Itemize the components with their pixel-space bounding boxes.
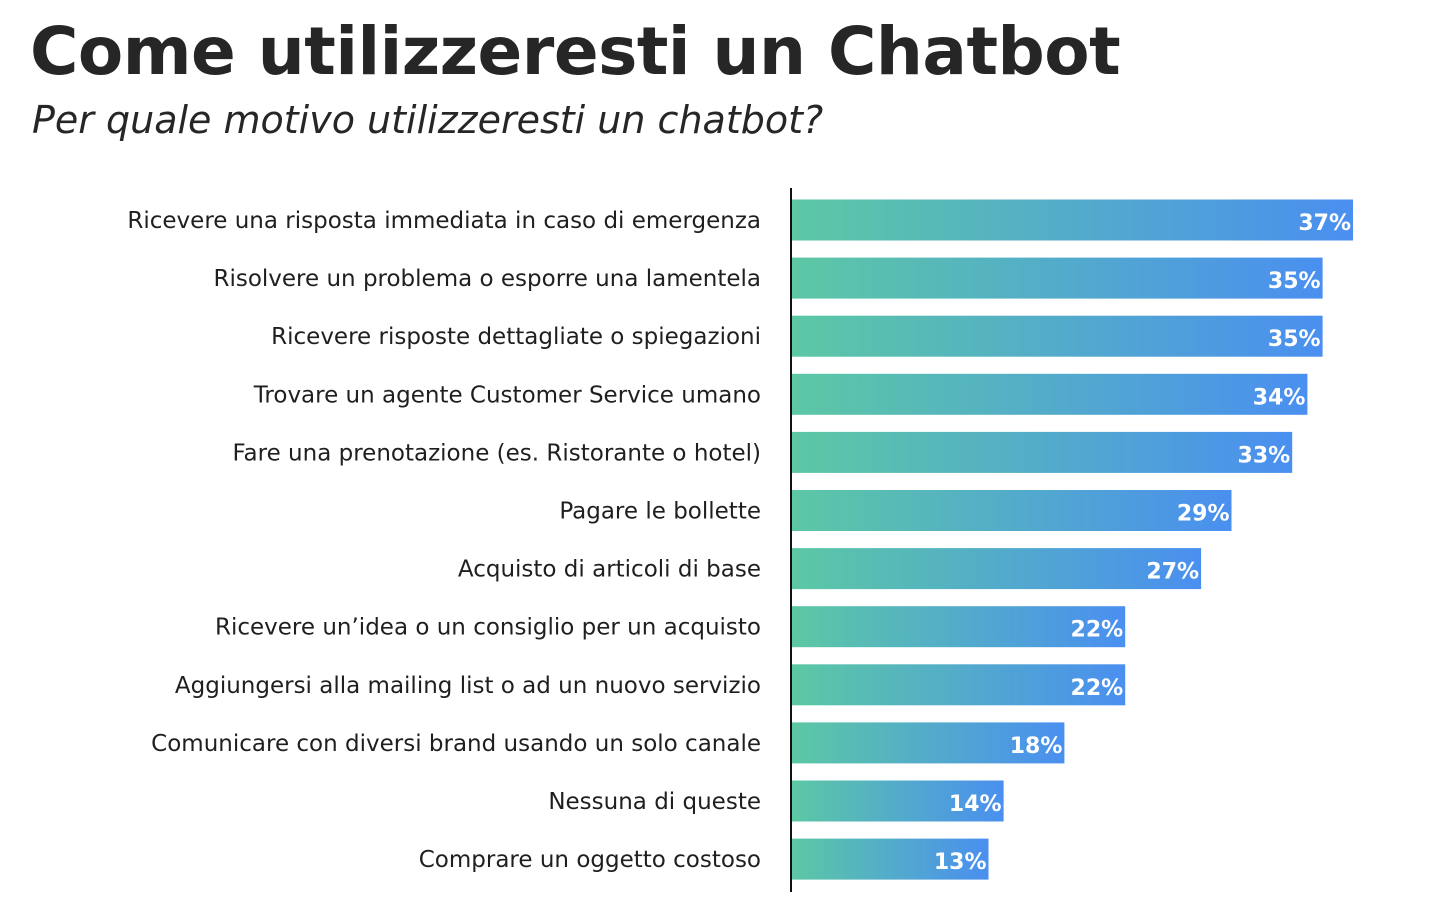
category-label: Ricevere una risposta immediata in caso … — [127, 208, 761, 234]
category-label: Fare una prenotazione (es. Ristorante o … — [232, 440, 761, 466]
category-label: Aggiungersi alla mailing list o ad un nu… — [175, 673, 761, 699]
bar — [791, 606, 1126, 648]
category-label: Comunicare con diversi brand usando un s… — [151, 731, 761, 757]
bar — [791, 257, 1323, 299]
bar — [791, 722, 1065, 764]
page-title: Come utilizzeresti un Chatbot — [30, 13, 1121, 90]
bar — [791, 490, 1232, 531]
value-label: 34% — [1253, 385, 1306, 410]
value-label: 37% — [1298, 211, 1351, 236]
category-label: Acquisto di articoli di base — [458, 557, 761, 583]
bar — [791, 780, 1004, 822]
value-label: 35% — [1268, 269, 1321, 294]
value-label: 33% — [1238, 443, 1291, 468]
bar — [791, 373, 1308, 415]
category-label: Risolvere un problema o esporre una lame… — [213, 266, 761, 292]
value-label: 13% — [934, 850, 987, 875]
bar — [791, 315, 1323, 357]
value-label: 22% — [1071, 618, 1124, 643]
bar — [791, 548, 1202, 590]
category-label: Ricevere risposte dettagliate o spiegazi… — [271, 324, 761, 350]
category-label: Nessuna di queste — [548, 789, 761, 815]
bar — [791, 431, 1293, 473]
category-label: Ricevere un’idea o un consiglio per un a… — [215, 615, 761, 641]
category-label: Comprare un oggetto costoso — [419, 847, 761, 873]
bars-group: Ricevere una risposta immediata in caso … — [127, 199, 1353, 880]
bar — [791, 199, 1353, 241]
page-subtitle: Per quale motivo utilizzeresti un chatbo… — [32, 98, 824, 142]
value-label: 14% — [949, 792, 1002, 817]
value-label: 27% — [1146, 560, 1199, 585]
value-label: 22% — [1071, 676, 1124, 701]
bar — [791, 838, 989, 880]
category-label: Trovare un agente Customer Service umano — [253, 382, 761, 408]
value-label: 35% — [1268, 327, 1321, 352]
value-label: 29% — [1177, 502, 1230, 527]
value-label: 18% — [1010, 734, 1063, 759]
bar — [791, 664, 1126, 706]
category-label: Pagare le bollette — [559, 499, 761, 525]
